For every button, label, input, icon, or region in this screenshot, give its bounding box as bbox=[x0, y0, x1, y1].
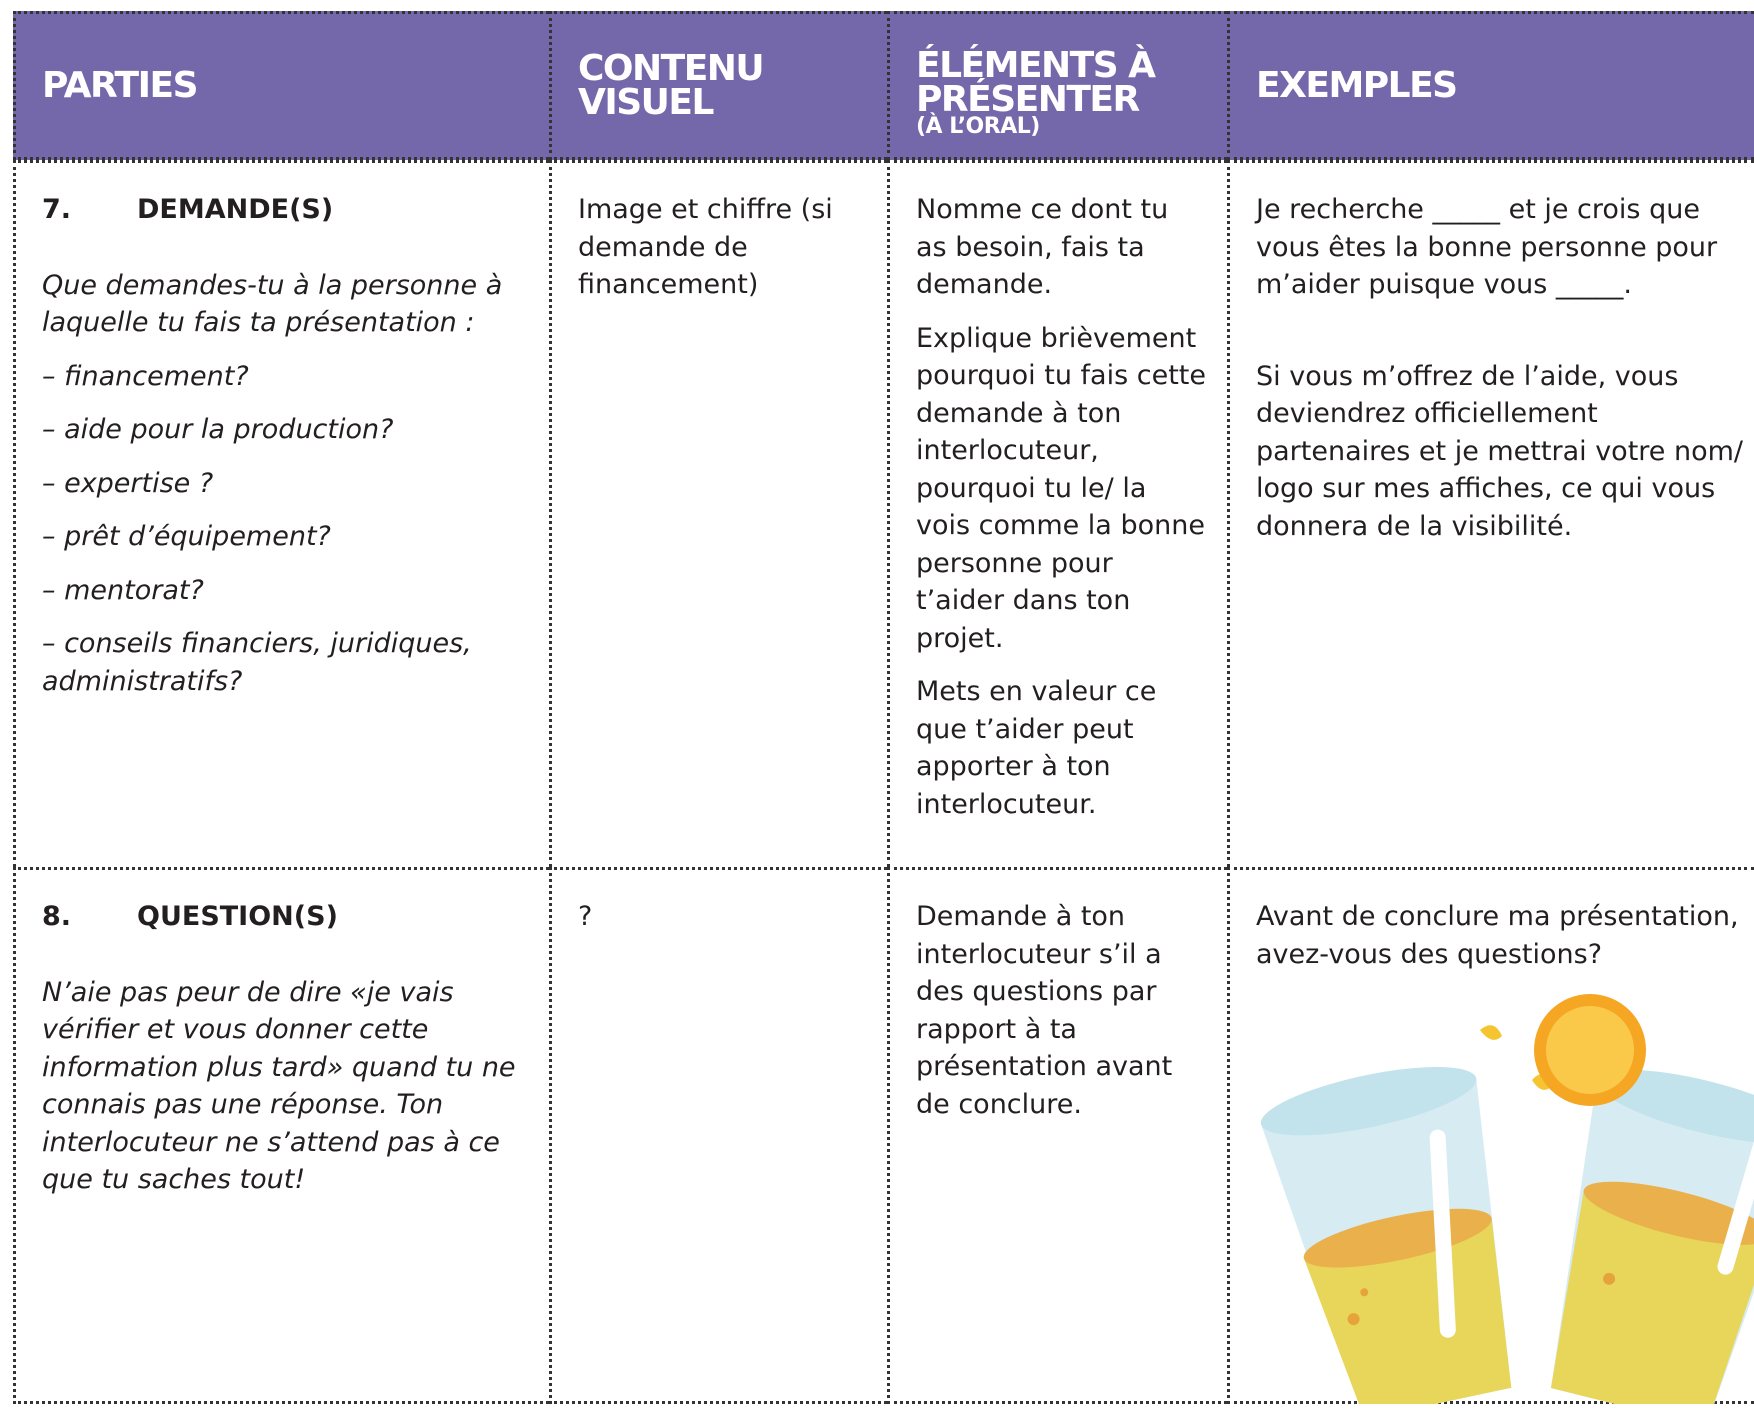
element-text: Explique brièvement pourquoi tu fais cet… bbox=[916, 322, 1206, 654]
elements-cell: Demande à ton interlocuteur s’il a des q… bbox=[887, 867, 1227, 1404]
example-text: Si vous m’offrez de l’aide, vous deviend… bbox=[1256, 360, 1744, 542]
option: – financement? bbox=[42, 360, 249, 392]
header-title: PARTIES bbox=[42, 64, 199, 106]
option: – conseils financiers, juridiques, admin… bbox=[42, 628, 472, 697]
row-heading: 8. QUESTION(S) bbox=[42, 898, 529, 936]
option: – mentorat? bbox=[42, 574, 204, 606]
row-heading: 7. DEMANDE(S) bbox=[42, 191, 529, 229]
visual-text: Image et chiffre (si demande de financem… bbox=[578, 194, 833, 300]
example-text: Je recherche _____ et je crois que vous … bbox=[1256, 194, 1718, 300]
row-part: 8. QUESTION(S) N’aie pas peur de dire «je… bbox=[13, 867, 549, 1404]
examples-cell: Avant de conclure ma présentation, avez-… bbox=[1227, 867, 1754, 1404]
elements-cell: Nomme ce dont tu as besoin, fais ta dema… bbox=[887, 160, 1227, 867]
header-cell: EXEMPLES bbox=[1227, 11, 1754, 160]
visual-cell: ? bbox=[549, 867, 887, 1404]
element-text: Mets en valeur ce que t’aider peut appor… bbox=[916, 676, 1157, 820]
option: – expertise ? bbox=[42, 467, 214, 499]
header-cell: PARTIES bbox=[13, 11, 549, 160]
examples-cell: Je recherche _____ et je crois que vous … bbox=[1227, 160, 1754, 867]
header-title: EXEMPLES bbox=[1256, 64, 1458, 106]
prompt: N’aie pas peur de dire «je vais vérifier… bbox=[42, 976, 516, 1196]
prompt: Que demandes-tu à la personne à laquelle… bbox=[42, 269, 503, 339]
header-title: CONTENU VISUEL bbox=[578, 47, 765, 123]
row-number: 7. bbox=[42, 194, 72, 225]
visual-text: ? bbox=[578, 901, 593, 932]
table: PARTIES CONTENU VISUEL ÉLÉMENTS À PRÉSEN… bbox=[13, 11, 1754, 1404]
row-number: 8. bbox=[42, 901, 72, 932]
element-text: Demande à ton interlocuteur s’il a des q… bbox=[916, 901, 1173, 1120]
header-cell: ÉLÉMENTS À PRÉSENTER (À L’ORAL) bbox=[887, 11, 1227, 160]
element-text: Nomme ce dont tu as besoin, fais ta dema… bbox=[916, 194, 1169, 300]
example-text: Avant de conclure ma présentation, avez-… bbox=[1256, 901, 1739, 970]
row-part: 7. DEMANDE(S) Que demandes-tu à la person… bbox=[13, 160, 549, 867]
option: – prêt d’équipement? bbox=[42, 521, 331, 552]
row-title: QUESTION(S) bbox=[137, 901, 338, 932]
header-cell: CONTENU VISUEL bbox=[549, 11, 887, 160]
row-title: DEMANDE(S) bbox=[137, 194, 334, 225]
visual-cell: Image et chiffre (si demande de financem… bbox=[549, 160, 887, 867]
header-title: ÉLÉMENTS À PRÉSENTER bbox=[916, 44, 1156, 120]
glasses-illustration bbox=[1260, 994, 1754, 1404]
option: – aide pour la production? bbox=[42, 414, 394, 445]
header-note: (À L’ORAL) bbox=[916, 113, 1040, 139]
